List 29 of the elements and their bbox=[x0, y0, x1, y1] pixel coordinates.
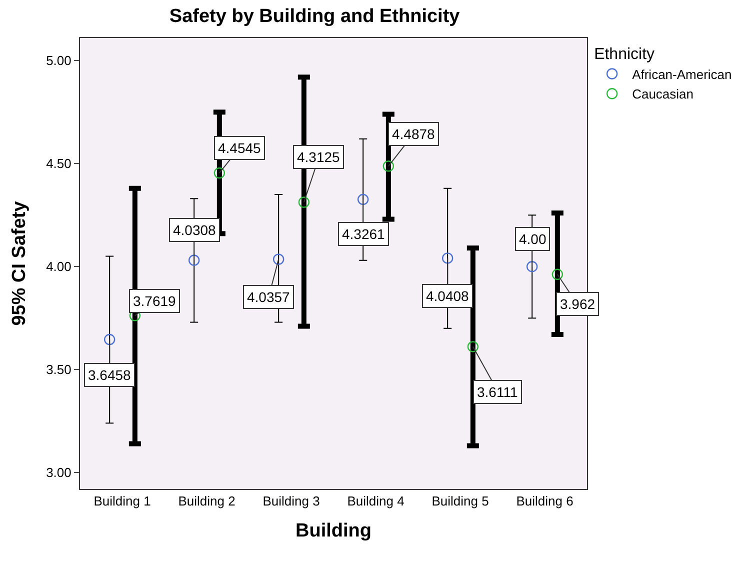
x-tick-label: Building 1 bbox=[94, 494, 151, 509]
legend-label: Caucasian bbox=[632, 86, 694, 102]
chart-title: Safety by Building and Ethnicity bbox=[169, 6, 460, 27]
x-axis-title: Building bbox=[296, 520, 372, 542]
data-label: 3.962 bbox=[560, 296, 596, 312]
x-tick-label: Building 3 bbox=[262, 494, 320, 509]
x-tick-label: Building 2 bbox=[178, 494, 236, 509]
data-label: 4.3261 bbox=[342, 226, 386, 242]
y-tick-label: 3.50 bbox=[46, 362, 72, 378]
x-tick-label: Building 6 bbox=[516, 494, 574, 509]
data-label: 4.0308 bbox=[173, 222, 216, 238]
y-tick-label: 4.50 bbox=[46, 156, 72, 172]
x-tick-label: Building 4 bbox=[347, 494, 404, 509]
data-label: 3.6111 bbox=[477, 384, 518, 400]
data-label: 3.7619 bbox=[133, 293, 176, 309]
x-tick-label: Building 5 bbox=[432, 494, 489, 509]
y-tick-label: 3.00 bbox=[46, 465, 72, 480]
y-tick-label: 5.00 bbox=[46, 53, 72, 68]
data-label: 4.3125 bbox=[297, 149, 340, 165]
legend-title: Ethnicity bbox=[594, 46, 655, 63]
y-axis-title: 95% CI Safety bbox=[8, 200, 30, 326]
data-label: 4.0408 bbox=[426, 288, 470, 304]
data-label: 3.6458 bbox=[88, 367, 132, 383]
data-label: 4.00 bbox=[519, 231, 546, 247]
legend-label: African-American bbox=[632, 66, 732, 82]
data-label: 4.4878 bbox=[392, 126, 436, 142]
y-tick-label: 4.00 bbox=[46, 259, 72, 274]
data-label: 4.4545 bbox=[218, 140, 262, 156]
data-label: 4.0357 bbox=[247, 289, 290, 305]
